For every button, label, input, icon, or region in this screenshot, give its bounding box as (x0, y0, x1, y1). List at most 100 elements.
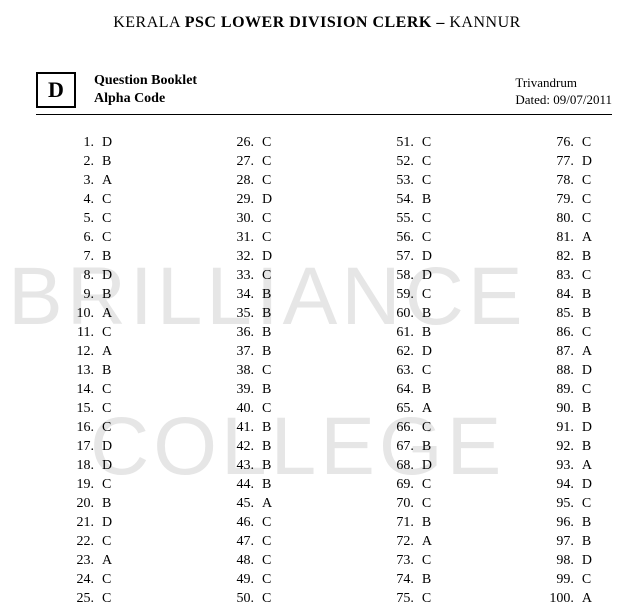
answer-number: 42. (226, 437, 254, 456)
answer-row: 77.D (546, 152, 592, 171)
answer-row: 87.A (546, 342, 592, 361)
answer-letter: C (582, 570, 591, 589)
answer-row: 17.D (66, 437, 112, 456)
answer-letter: B (102, 285, 111, 304)
answer-letter: C (102, 532, 111, 551)
answer-number: 19. (66, 475, 94, 494)
answer-number: 71. (386, 513, 414, 532)
alpha-label-line-1: Question Booklet (94, 72, 197, 90)
answer-number: 50. (226, 589, 254, 608)
answer-letter: C (262, 209, 271, 228)
answer-letter: A (102, 304, 112, 323)
answer-number: 61. (386, 323, 414, 342)
answer-row: 97.B (546, 532, 592, 551)
alpha-code-label: Question Booklet Alpha Code (94, 72, 197, 108)
answer-letter: D (422, 266, 432, 285)
answer-letter: C (582, 380, 591, 399)
answer-letter: A (102, 551, 112, 570)
answer-row: 79.C (546, 190, 592, 209)
answer-letter: A (422, 532, 432, 551)
answer-number: 81. (546, 228, 574, 247)
answer-row: 82.B (546, 247, 592, 266)
answer-row: 4.C (66, 190, 112, 209)
answer-letter: C (422, 133, 431, 152)
answer-letter: B (102, 494, 111, 513)
answer-row: 80.C (546, 209, 592, 228)
answer-number: 47. (226, 532, 254, 551)
answer-letter: C (262, 133, 271, 152)
answer-row: 42.B (226, 437, 272, 456)
answer-row: 26.C (226, 133, 272, 152)
answer-number: 33. (226, 266, 254, 285)
answer-row: 63.C (386, 361, 432, 380)
answers-col-3: 51.C52.C53.C54.B55.C56.C57.D58.D59.C60.B… (386, 133, 432, 608)
answer-number: 11. (66, 323, 94, 342)
answer-number: 8. (66, 266, 94, 285)
answer-row: 44.B (226, 475, 272, 494)
answer-number: 68. (386, 456, 414, 475)
answer-row: 29.D (226, 190, 272, 209)
answer-number: 40. (226, 399, 254, 418)
answer-letter: C (422, 152, 431, 171)
answer-row: 9.B (66, 285, 112, 304)
answer-letter: C (262, 228, 271, 247)
answer-row: 58.D (386, 266, 432, 285)
answer-row: 66.C (386, 418, 432, 437)
answer-letter: C (262, 171, 271, 190)
answer-letter: B (422, 380, 431, 399)
answer-letter: D (422, 342, 432, 361)
answer-letter: C (422, 494, 431, 513)
answer-row: 99.C (546, 570, 592, 589)
answer-row: 1.D (66, 133, 112, 152)
answer-number: 37. (226, 342, 254, 361)
answer-letter: D (582, 551, 592, 570)
answer-number: 69. (386, 475, 414, 494)
answer-row: 15.C (66, 399, 112, 418)
answer-number: 41. (226, 418, 254, 437)
answer-row: 95.C (546, 494, 592, 513)
answer-letter: D (582, 361, 592, 380)
answer-number: 39. (226, 380, 254, 399)
answer-letter: B (582, 304, 591, 323)
answer-row: 71.B (386, 513, 432, 532)
answer-number: 43. (226, 456, 254, 475)
header-block: D Question Booklet Alpha Code Trivandrum… (36, 72, 612, 114)
answer-letter: C (102, 209, 111, 228)
title-bold: PSC LOWER DIVISION CLERK – (185, 14, 445, 31)
answer-row: 37.B (226, 342, 272, 361)
answer-letter: C (262, 361, 271, 380)
answer-row: 61.B (386, 323, 432, 342)
answer-row: 62.D (386, 342, 432, 361)
answer-row: 92.B (546, 437, 592, 456)
answer-number: 86. (546, 323, 574, 342)
title-suffix: KANNUR (445, 14, 521, 31)
answer-letter: C (262, 532, 271, 551)
answer-row: 100.A (546, 589, 592, 608)
answer-letter: C (262, 551, 271, 570)
answer-number: 70. (386, 494, 414, 513)
answer-row: 28.C (226, 171, 272, 190)
answer-row: 31.C (226, 228, 272, 247)
answer-number: 66. (386, 418, 414, 437)
answer-row: 32.D (226, 247, 272, 266)
answer-row: 10.A (66, 304, 112, 323)
answer-row: 27.C (226, 152, 272, 171)
answer-row: 47. C (226, 532, 272, 551)
answer-number: 78. (546, 171, 574, 190)
answer-number: 65. (386, 399, 414, 418)
answer-number: 94. (546, 475, 574, 494)
answer-number: 46. (226, 513, 254, 532)
answer-number: 74. (386, 570, 414, 589)
answer-row: 33.C (226, 266, 272, 285)
answer-row: 5.C (66, 209, 112, 228)
answer-number: 84. (546, 285, 574, 304)
answer-number: 73. (386, 551, 414, 570)
answer-letter: D (422, 247, 432, 266)
answer-row: 78.C (546, 171, 592, 190)
answer-letter: B (582, 285, 591, 304)
answer-number: 17. (66, 437, 94, 456)
answer-letter: C (422, 171, 431, 190)
answer-row: 40.C (226, 399, 272, 418)
answer-number: 49. (226, 570, 254, 589)
answer-number: 48. (226, 551, 254, 570)
